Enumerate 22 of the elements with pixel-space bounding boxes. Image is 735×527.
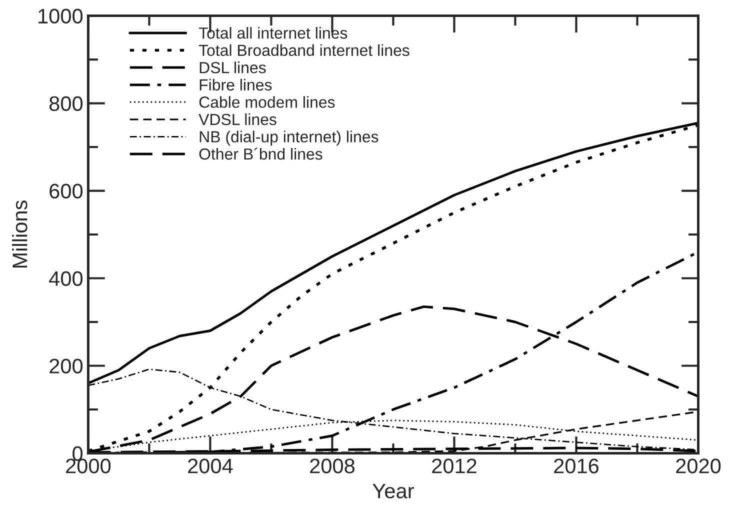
y-tick-label: 200 xyxy=(50,358,83,374)
y-tick-label: 0 xyxy=(72,446,83,461)
x-tick-label: 2008 xyxy=(310,458,354,474)
x-tick-label: 2004 xyxy=(188,458,233,474)
legend-label: Total Broadband internet lines xyxy=(198,44,410,56)
x-tick-label: 2016 xyxy=(554,458,598,474)
legend-label: Fibre lines xyxy=(200,78,272,91)
y-axis-title: Millions xyxy=(12,200,28,268)
legend-label: Cable modem lines xyxy=(199,96,335,108)
legend-label: Other B´bnd lines xyxy=(199,148,322,160)
x-axis-title: Year xyxy=(372,484,414,498)
y-tick-label: 400 xyxy=(49,271,83,286)
x-tick-label: 2000 xyxy=(66,458,111,474)
legend-label: NB (dial-up internet) lines xyxy=(200,130,378,146)
x-tick-label: 2020 xyxy=(676,458,721,474)
legend-label: DSL lines xyxy=(200,62,266,74)
y-tick-label: 800 xyxy=(49,96,83,112)
legend-label: VDSL lines xyxy=(198,113,276,126)
legend-label: Total all internet lines xyxy=(198,26,348,39)
y-tick-label: 1000 xyxy=(38,8,83,24)
x-tick-label: 2012 xyxy=(432,458,476,474)
y-tick-label: 600 xyxy=(50,184,83,199)
